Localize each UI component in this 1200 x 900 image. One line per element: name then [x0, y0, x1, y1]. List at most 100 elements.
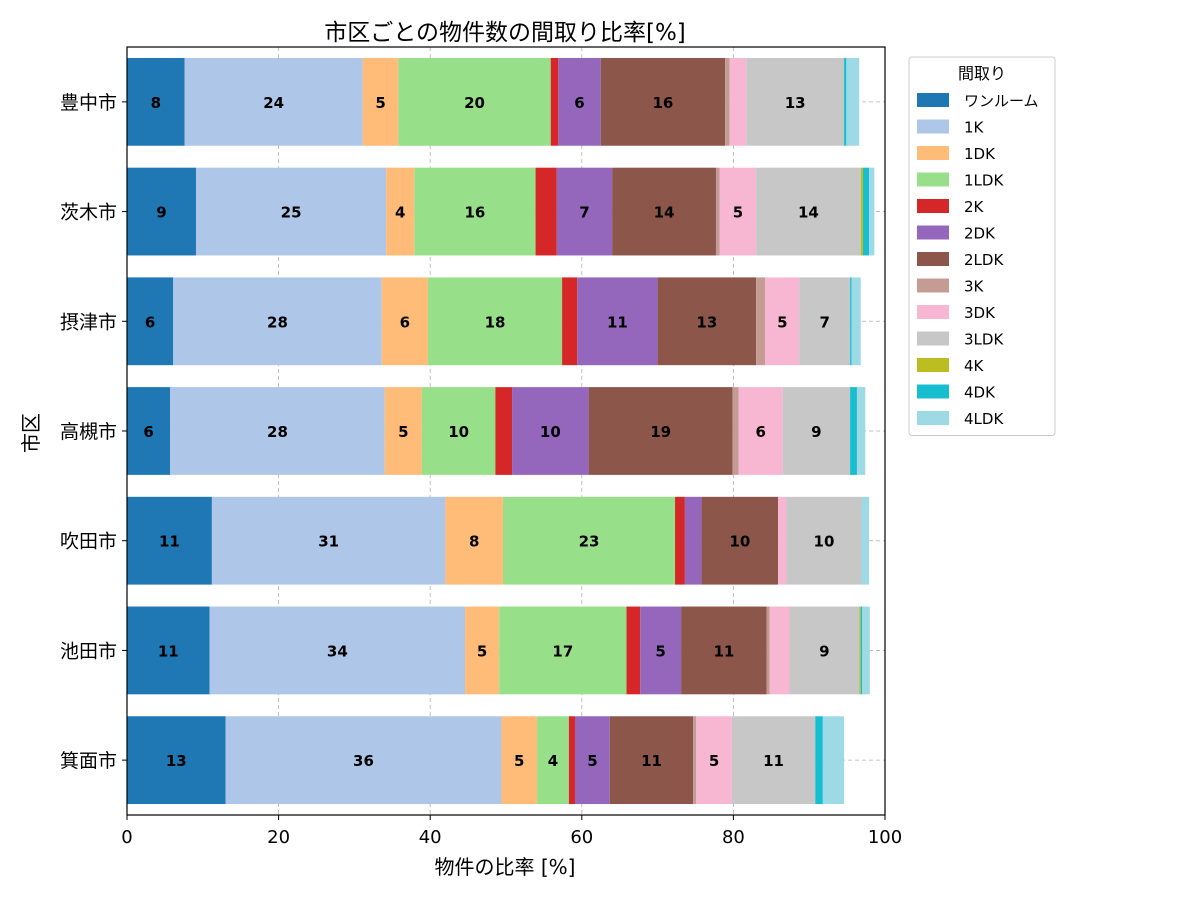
bar-segment: [558, 57, 601, 146]
bars: [127, 57, 875, 805]
data-label: 5: [709, 752, 719, 770]
data-label: 13: [696, 313, 717, 331]
data-label: 5: [655, 642, 665, 660]
bar-segment: [626, 606, 641, 695]
bar-segment: [588, 387, 733, 475]
legend-swatch: [917, 384, 949, 399]
x-tick-label: 100: [868, 827, 902, 848]
data-label: 24: [263, 94, 284, 112]
bar-segment: [789, 606, 860, 695]
bar-segment: [725, 57, 730, 146]
data-label: 16: [652, 94, 673, 112]
legend-label: 1K: [964, 119, 985, 137]
bar-segment: [127, 387, 171, 475]
data-label: 20: [464, 94, 485, 112]
category-label: 豊中市: [60, 92, 117, 114]
bar-segment: [127, 716, 226, 805]
data-label: 34: [327, 642, 348, 660]
data-label: 28: [267, 423, 288, 441]
bar-segment: [127, 277, 174, 366]
data-label: 5: [587, 752, 597, 770]
bar-segment: [556, 167, 613, 256]
bar-segment: [640, 606, 682, 695]
legend-label: 4K: [964, 357, 985, 375]
data-label: 11: [763, 752, 784, 770]
bar-segment: [719, 167, 757, 256]
data-label: 8: [151, 94, 161, 112]
bar-segment: [398, 57, 551, 146]
data-label: 5: [777, 313, 787, 331]
legend-label: 4DK: [964, 384, 996, 402]
legend-label: 1DK: [964, 145, 996, 163]
data-label: 23: [579, 533, 600, 551]
legend-box: [908, 56, 1056, 436]
bar-segment: [732, 387, 739, 475]
data-label: 10: [729, 533, 750, 551]
bar-segment: [612, 167, 716, 256]
data-label: 7: [579, 204, 589, 222]
bar-segment: [786, 496, 862, 585]
legend-swatch: [917, 119, 949, 134]
legend-label: 2K: [964, 198, 985, 216]
legend-swatch: [917, 172, 949, 187]
bar-segment: [746, 57, 845, 146]
data-label: 6: [143, 423, 153, 441]
bar-segment: [860, 606, 863, 695]
bar-segment: [869, 167, 875, 256]
legend-label: 2DK: [964, 225, 996, 243]
data-label: 11: [641, 752, 662, 770]
data-label: 31: [318, 533, 339, 551]
chart-title: 市区ごとの物件数の間取り比率[%]: [324, 20, 686, 46]
bar-segment: [696, 716, 732, 805]
legend-swatch: [917, 411, 949, 425]
category-label: 高槻市: [60, 421, 117, 443]
bar-segment: [851, 277, 861, 366]
data-label: 5: [477, 642, 487, 660]
bar-segment: [815, 716, 823, 805]
data-label: 6: [145, 313, 155, 331]
bar-segment: [184, 57, 363, 146]
bar-segment: [850, 387, 857, 475]
data-label: 11: [158, 642, 179, 660]
bar-segment: [577, 277, 658, 366]
bar-segment: [421, 387, 496, 475]
bar-segment: [675, 496, 685, 585]
bar-segment: [681, 606, 767, 695]
legend-swatch: [917, 252, 949, 266]
data-label: 6: [755, 423, 765, 441]
legend-label: 3LDK: [964, 331, 1004, 349]
data-label: 28: [267, 313, 288, 331]
bar-segment: [715, 167, 720, 256]
x-axis-ticks: 0 20 40 60 80 100: [121, 815, 902, 848]
bar-segment: [738, 387, 783, 475]
bar-segment: [850, 277, 852, 366]
bar-segment: [427, 277, 563, 366]
bar-segment: [756, 277, 766, 366]
bar-segment: [495, 387, 513, 475]
bar-segment: [384, 387, 422, 475]
data-label: 9: [819, 642, 829, 660]
bar-segment: [502, 496, 676, 585]
legend-items: ワンルーム 1K 1DK 1LDK 2K 2DK 2LDK 3K 3DK 3LDK 4K 4DK 4LD…: [917, 92, 1039, 428]
bar-segment: [766, 606, 770, 695]
bar-segment: [799, 277, 851, 366]
data-label: 11: [607, 313, 628, 331]
x-tick-label: 20: [267, 827, 290, 848]
data-label: 25: [281, 204, 302, 222]
category-label: 吹田市: [60, 531, 117, 553]
bar-segment: [499, 606, 627, 695]
data-label: 18: [485, 313, 506, 331]
category-label: 摂津市: [60, 311, 117, 333]
data-label: 13: [166, 752, 187, 770]
bar-segment: [381, 277, 428, 366]
data-label: 5: [514, 752, 524, 770]
legend-label: 3K: [964, 278, 985, 296]
legend-swatch: [917, 93, 949, 107]
data-label: 5: [398, 423, 408, 441]
data-label: 4: [548, 752, 558, 770]
data-label: 6: [574, 94, 584, 112]
data-label: 13: [785, 94, 806, 112]
bar-segment: [127, 496, 212, 585]
